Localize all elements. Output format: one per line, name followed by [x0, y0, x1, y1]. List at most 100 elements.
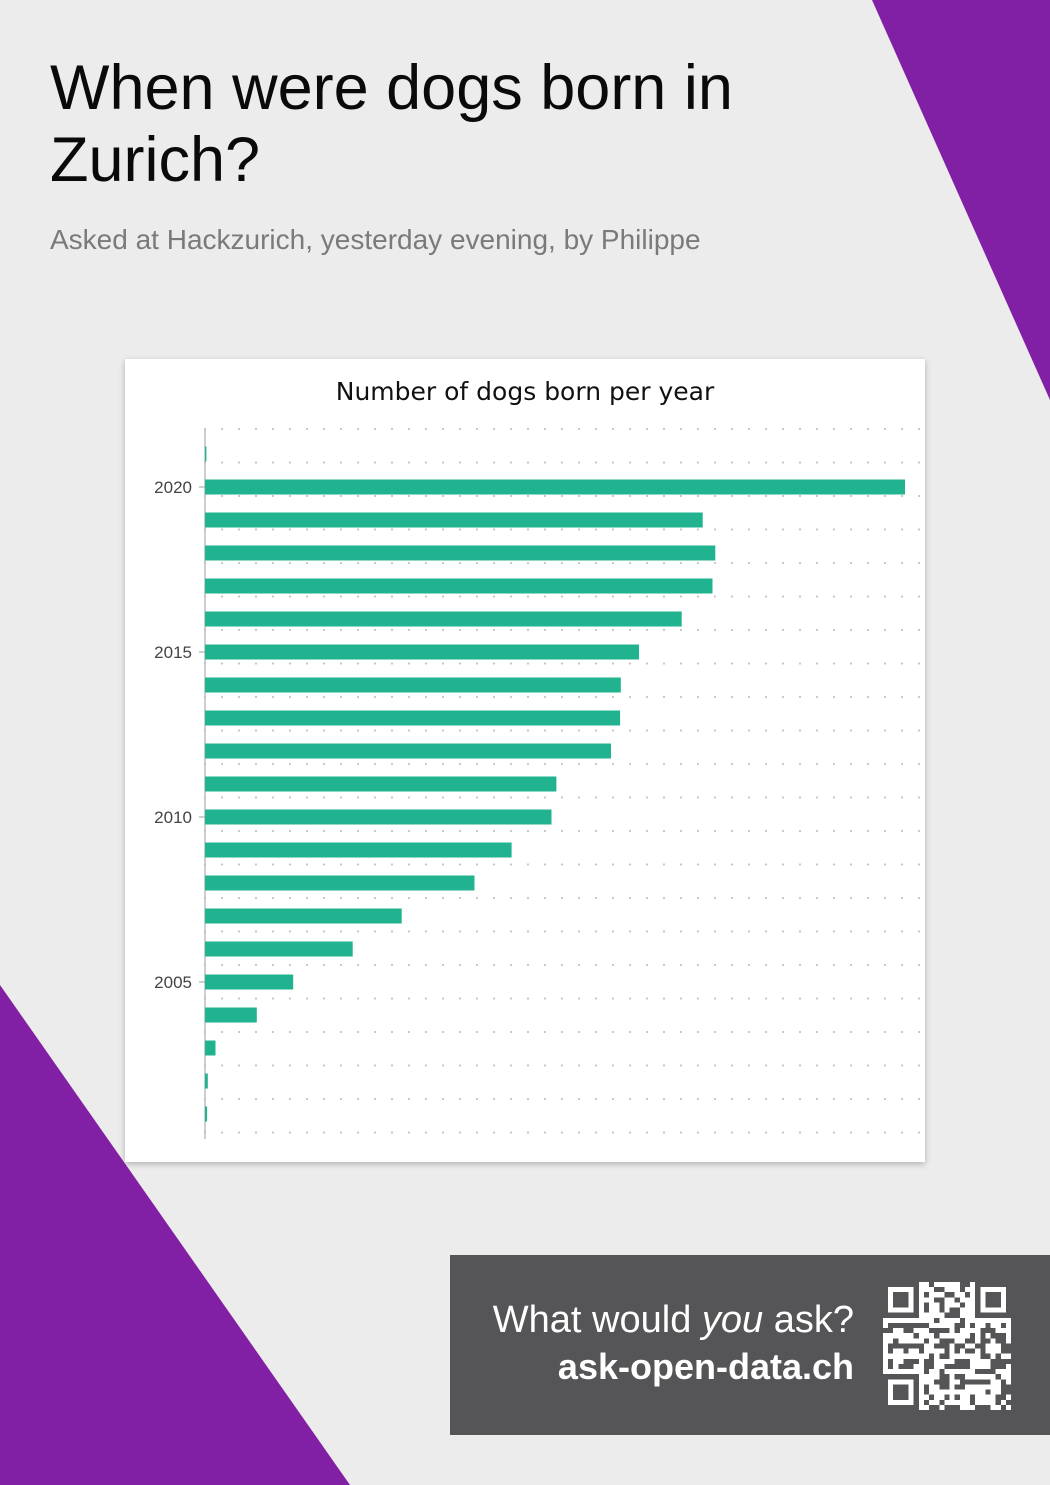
grid-dot	[475, 662, 479, 665]
grid-dot	[254, 997, 258, 1000]
grid-dot	[594, 729, 598, 732]
grid-dot	[832, 628, 836, 632]
grid-dot	[815, 595, 819, 598]
grid-dot	[662, 796, 666, 799]
bar-2007[interactable]	[205, 908, 402, 924]
grid-dot	[237, 427, 241, 431]
grid-dot	[594, 461, 598, 464]
cta-url-link[interactable]: ask-open-data.ch	[557, 1346, 854, 1387]
grid-dot	[747, 461, 751, 464]
bar-2001[interactable]	[205, 1106, 208, 1122]
bar-2020[interactable]	[205, 479, 905, 495]
grid-dot	[747, 729, 751, 732]
grid-dot	[543, 561, 547, 565]
grid-dot	[849, 896, 853, 900]
bar-2002[interactable]	[205, 1073, 208, 1089]
grid-dot	[492, 762, 496, 766]
grid-dot	[917, 561, 921, 565]
bar-2011[interactable]	[205, 776, 557, 792]
grid-dot	[220, 729, 224, 732]
grid-dot	[883, 461, 887, 464]
grid-dot	[730, 528, 734, 531]
grid-dot	[679, 729, 683, 732]
grid-dot	[917, 695, 921, 699]
grid-dot	[526, 1097, 530, 1101]
bar-2005[interactable]	[205, 974, 294, 990]
grid-dot	[322, 528, 326, 531]
grid-dot	[424, 863, 428, 866]
bar-2013[interactable]	[205, 710, 621, 726]
bar-2018[interactable]	[205, 545, 716, 561]
bar-2016[interactable]	[205, 611, 682, 627]
grid-dot	[764, 461, 768, 464]
grid-dot	[713, 1097, 717, 1101]
bar-2003[interactable]	[205, 1040, 216, 1056]
grid-dot	[560, 494, 564, 498]
grid-dot	[781, 528, 785, 531]
grid-dot	[883, 997, 887, 1000]
bar-2017[interactable]	[205, 578, 713, 594]
grid-dot	[441, 561, 445, 565]
grid-dot	[594, 863, 598, 866]
grid-dot	[781, 628, 785, 632]
grid-dot	[577, 528, 581, 531]
bar-2012[interactable]	[205, 743, 611, 759]
grid-dot	[288, 896, 292, 900]
grid-dot	[322, 595, 326, 598]
grid-dot	[339, 796, 343, 799]
grid-dot	[662, 963, 666, 967]
grid-dot	[730, 427, 734, 431]
grid-dot	[730, 1064, 734, 1067]
grid-dot	[883, 1030, 887, 1034]
grid-dot	[305, 863, 309, 866]
grid-dot	[390, 427, 394, 431]
bar-2008[interactable]	[205, 875, 475, 891]
grid-dot	[577, 863, 581, 866]
grid-dot	[832, 829, 836, 833]
grid-dot	[883, 930, 887, 933]
grid-dot	[900, 494, 904, 498]
grid-dot	[645, 1097, 649, 1101]
grid-dot	[781, 595, 785, 598]
grid-dot	[441, 427, 445, 431]
grid-dot	[356, 595, 360, 598]
grid-dot	[373, 628, 377, 632]
grid-dot	[356, 461, 360, 464]
grid-dot	[237, 461, 241, 464]
grid-dot	[696, 1131, 700, 1134]
grid-dot	[832, 997, 836, 1000]
grid-dot	[237, 796, 241, 799]
grid-dot	[220, 863, 224, 866]
bar-2015[interactable]	[205, 644, 639, 660]
grid-dot	[288, 762, 292, 766]
grid-dot	[305, 427, 309, 431]
qr-code-icon[interactable]	[883, 1282, 1011, 1410]
grid-dot	[441, 662, 445, 665]
bar-2004[interactable]	[205, 1007, 257, 1023]
grid-dot	[356, 662, 360, 665]
grid-dot	[730, 662, 734, 665]
grid-dot	[492, 494, 496, 498]
bar-2010[interactable]	[205, 809, 552, 825]
grid-dot	[696, 1097, 700, 1101]
grid-dot	[509, 1131, 513, 1134]
grid-dot	[713, 729, 717, 732]
grid-dot	[713, 1030, 717, 1034]
grid-dot	[594, 1064, 598, 1067]
grid-dot	[441, 1030, 445, 1034]
grid-dot	[271, 997, 275, 1000]
grid-dot	[611, 461, 615, 464]
bar-2021[interactable]	[205, 446, 207, 462]
grid-dot	[526, 896, 530, 900]
grid-dot	[815, 461, 819, 464]
bar-2014[interactable]	[205, 677, 621, 693]
bar-2006[interactable]	[205, 941, 353, 957]
grid-dot	[560, 595, 564, 598]
grid-dot	[645, 595, 649, 598]
grid-dot	[390, 796, 394, 799]
bar-2019[interactable]	[205, 512, 703, 528]
grid-dot	[815, 762, 819, 766]
grid-dot	[322, 796, 326, 799]
grid-dot	[271, 896, 275, 900]
bar-2009[interactable]	[205, 842, 512, 858]
